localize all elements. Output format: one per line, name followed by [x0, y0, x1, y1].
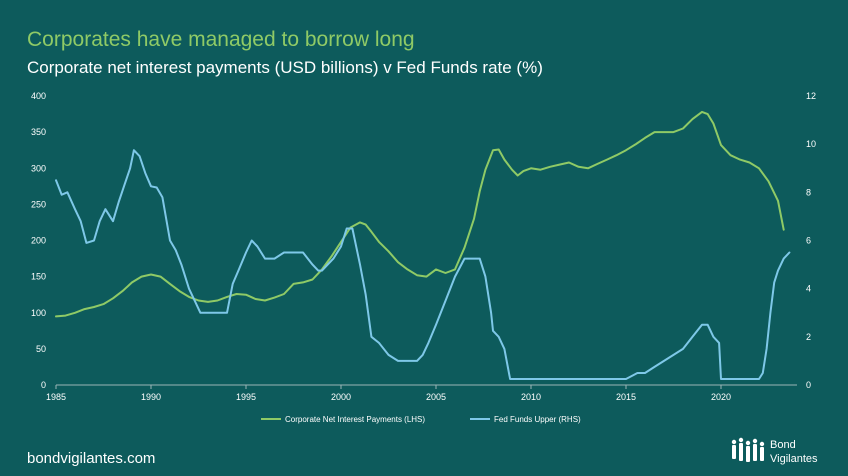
y-left-tick-label: 250	[31, 199, 46, 209]
y-right-tick-label: 12	[806, 91, 816, 101]
y-right-tick-label: 2	[806, 332, 811, 342]
logo-line1: Bond	[770, 439, 796, 451]
y-right-tick-label: 4	[806, 284, 811, 294]
y-left-tick-label: 100	[31, 308, 46, 318]
y-left-tick-label: 300	[31, 163, 46, 173]
y-left-tick-label: 400	[31, 91, 46, 101]
x-tick-label: 1990	[141, 392, 161, 402]
y-right-tick-label: 0	[806, 380, 811, 390]
x-tick-label: 2020	[711, 392, 731, 402]
chart-headline: Corporates have managed to borrow long	[27, 28, 415, 51]
x-tick-label: 2015	[616, 392, 636, 402]
y-left-tick-label: 200	[31, 236, 46, 246]
y-left-tick-label: 50	[36, 344, 46, 354]
x-tick-label: 1995	[236, 392, 256, 402]
chart-title: Corporate net interest payments (USD bil…	[27, 58, 543, 77]
series-line-net-interest-payments	[55, 110, 785, 318]
logo-line2: Vigilantes	[770, 453, 818, 465]
people-icon	[731, 437, 765, 462]
x-tick-label: 1985	[46, 392, 66, 402]
legend-label: Fed Funds Upper (RHS)	[494, 415, 581, 424]
y-left-tick-label: 150	[31, 272, 46, 282]
series-line-fed-funds-upper	[55, 149, 791, 380]
y-right-tick-label: 6	[806, 236, 811, 246]
x-tick-label: 2000	[331, 392, 351, 402]
x-tick-label: 2005	[426, 392, 446, 402]
y-left-tick-label: 350	[31, 127, 46, 137]
website-label: bondvigilantes.com	[27, 450, 156, 467]
legend-label: Corporate Net Interest Payments (LHS)	[285, 415, 425, 424]
x-tick-label: 2010	[521, 392, 541, 402]
bond-vigilantes-logo: Bond Vigilantes	[730, 436, 830, 470]
y-left-tick-label: 0	[41, 380, 46, 390]
y-right-tick-label: 8	[806, 187, 811, 197]
y-right-tick-label: 10	[806, 139, 816, 149]
